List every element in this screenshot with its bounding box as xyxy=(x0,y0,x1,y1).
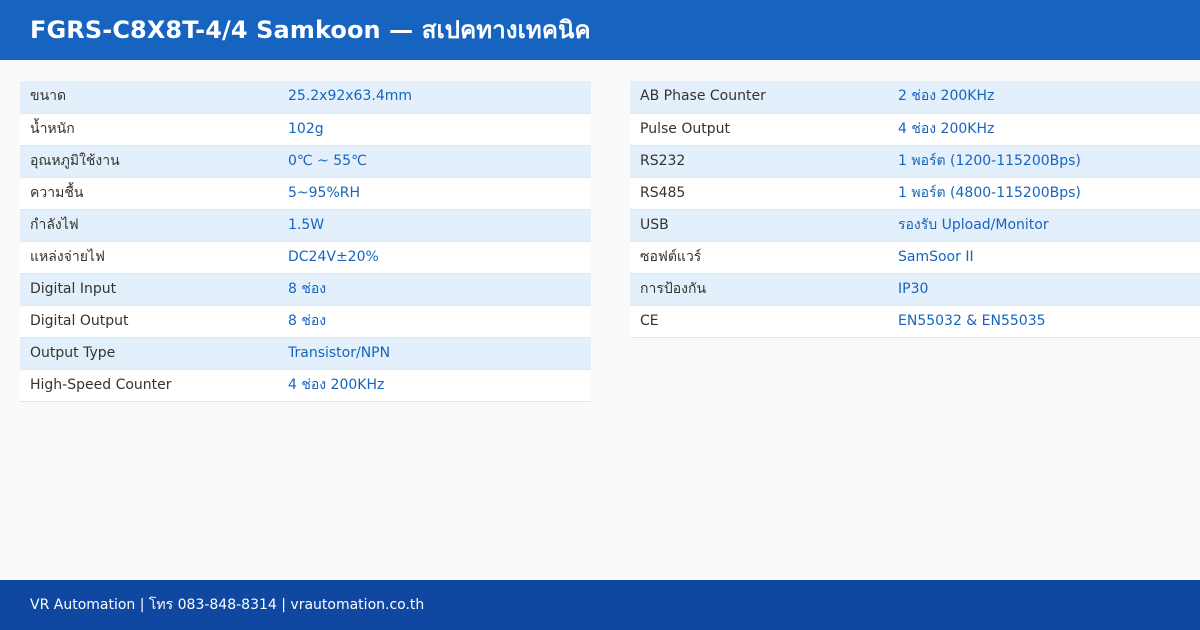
spec-label: ความชื้น xyxy=(20,177,288,210)
spec-value: 1 พอร์ต (4800-115200Bps) xyxy=(898,177,1200,210)
spec-value: รองรับ Upload/Monitor xyxy=(898,209,1200,242)
page-title: FGRS-C8X8T-4/4 Samkoon — สเปคทางเทคนิค xyxy=(30,15,591,44)
table-row: USB รองรับ Upload/Monitor xyxy=(630,209,1200,242)
spec-value: 5~95%RH xyxy=(288,177,591,210)
spec-table-right: AB Phase Counter 2 ช่อง 200KHz Pulse Outpu… xyxy=(630,81,1200,338)
spec-label: แหล่งจ่ายไฟ xyxy=(20,241,288,274)
spec-value: DC24V±20% xyxy=(288,241,591,274)
spec-table-left: ขนาด 25.2x92x63.4mm น้ำหนัก 102g อุณหภูมิใช้… xyxy=(20,81,591,402)
table-row: ซอฟต์แวร์ SamSoor II xyxy=(630,241,1200,274)
spec-label: การป้องกัน xyxy=(630,273,898,306)
spec-value: 1.5W xyxy=(288,209,591,242)
table-row: การป้องกัน IP30 xyxy=(630,273,1200,306)
spec-label: ซอฟต์แวร์ xyxy=(630,241,898,274)
spec-label: AB Phase Counter xyxy=(630,81,898,114)
spec-value: 25.2x92x63.4mm xyxy=(288,81,591,114)
table-row: กำลังไฟ 1.5W xyxy=(20,209,591,242)
spec-label: Pulse Output xyxy=(630,113,898,146)
spec-value: 4 ช่อง 200KHz xyxy=(898,113,1200,146)
spec-label: RS232 xyxy=(630,145,898,178)
spec-label: กำลังไฟ xyxy=(20,209,288,242)
table-row: Digital Input 8 ช่อง xyxy=(20,273,591,306)
spec-table-left-body: ขนาด 25.2x92x63.4mm น้ำหนัก 102g อุณหภูมิใช้… xyxy=(20,81,591,402)
table-row: AB Phase Counter 2 ช่อง 200KHz xyxy=(630,81,1200,114)
spec-value: 2 ช่อง 200KHz xyxy=(898,81,1200,114)
page-footer: VR Automation | โทร 083-848-8314 | vraut… xyxy=(0,580,1200,630)
spec-label: RS485 xyxy=(630,177,898,210)
table-row: Pulse Output 4 ช่อง 200KHz xyxy=(630,113,1200,146)
spec-label: Digital Output xyxy=(20,305,288,338)
page-header: FGRS-C8X8T-4/4 Samkoon — สเปคทางเทคนิค xyxy=(0,0,1200,60)
table-row: ความชื้น 5~95%RH xyxy=(20,177,591,210)
spec-table-right-body: AB Phase Counter 2 ช่อง 200KHz Pulse Outpu… xyxy=(630,81,1200,338)
footer-contact-text: VR Automation | โทร 083-848-8314 | vraut… xyxy=(30,596,425,613)
table-row: RS485 1 พอร์ต (4800-115200Bps) xyxy=(630,177,1200,210)
spec-content: ขนาด 25.2x92x63.4mm น้ำหนัก 102g อุณหภูมิใช้… xyxy=(0,60,1200,580)
spec-label: USB xyxy=(630,209,898,242)
spec-label: High-Speed Counter xyxy=(20,369,288,402)
spec-value: 1 พอร์ต (1200-115200Bps) xyxy=(898,145,1200,178)
table-row: อุณหภูมิใช้งาน 0℃ ~ 55℃ xyxy=(20,145,591,178)
spec-label: Digital Input xyxy=(20,273,288,306)
spec-value: 0℃ ~ 55℃ xyxy=(288,145,591,178)
table-row: Digital Output 8 ช่อง xyxy=(20,305,591,338)
table-row: Output Type Transistor/NPN xyxy=(20,337,591,370)
spec-value: Transistor/NPN xyxy=(288,337,591,370)
spec-label: อุณหภูมิใช้งาน xyxy=(20,145,288,178)
spec-label: Output Type xyxy=(20,337,288,370)
spec-value: SamSoor II xyxy=(898,241,1200,274)
table-row: High-Speed Counter 4 ช่อง 200KHz xyxy=(20,369,591,402)
table-row: ขนาด 25.2x92x63.4mm xyxy=(20,81,591,114)
spec-label: น้ำหนัก xyxy=(20,113,288,146)
spec-label: CE xyxy=(630,305,898,338)
spec-value: EN55032 & EN55035 xyxy=(898,305,1200,338)
spec-value: 8 ช่อง xyxy=(288,305,591,338)
spec-label: ขนาด xyxy=(20,81,288,114)
spec-value: 102g xyxy=(288,113,591,146)
table-row: แหล่งจ่ายไฟ DC24V±20% xyxy=(20,241,591,274)
spec-value: IP30 xyxy=(898,273,1200,306)
spec-value: 8 ช่อง xyxy=(288,273,591,306)
spec-value: 4 ช่อง 200KHz xyxy=(288,369,591,402)
table-row: CE EN55032 & EN55035 xyxy=(630,305,1200,338)
table-row: RS232 1 พอร์ต (1200-115200Bps) xyxy=(630,145,1200,178)
table-row: น้ำหนัก 102g xyxy=(20,113,591,146)
